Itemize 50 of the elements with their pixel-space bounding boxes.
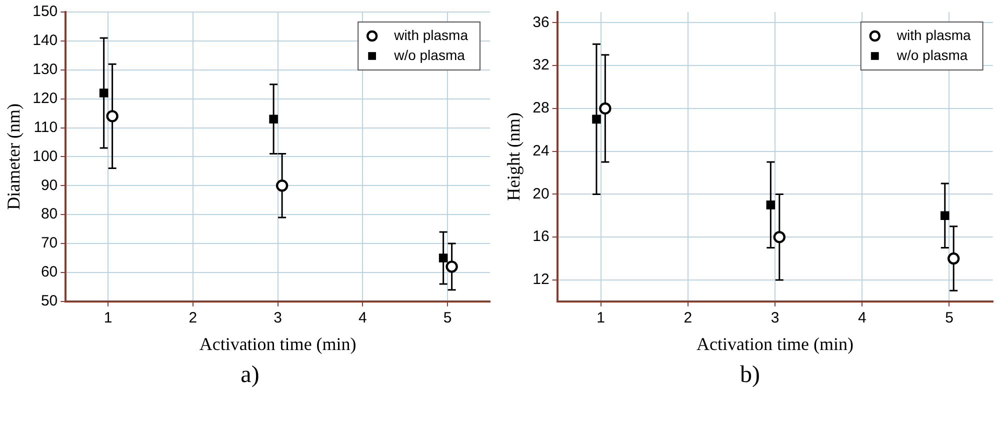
point: [948, 252, 960, 265]
x-tick-label: 3: [770, 310, 780, 327]
y-tick-label: 110: [34, 118, 58, 136]
y-tick-label: 60: [40, 264, 58, 281]
y-tick-label: 12: [532, 271, 550, 288]
y-tick-label: 140: [32, 32, 58, 50]
y-tick-label: 20: [532, 185, 550, 202]
x-tick-label: 1: [104, 310, 112, 327]
y-tick-label: 36: [532, 14, 550, 31]
text: b): [739, 362, 761, 389]
y-tick-label: 24: [532, 142, 550, 160]
point: [592, 114, 601, 124]
y-axis-title: Height (nm): [504, 112, 524, 201]
point: [940, 211, 950, 220]
y-tick-label: 28: [532, 100, 550, 117]
point: [269, 114, 278, 124]
x-axis-title: Activation time (min): [696, 334, 854, 354]
y-tick-label: 50: [40, 292, 58, 310]
y-tick-label: 130: [32, 61, 58, 78]
point: [438, 254, 448, 262]
x-tick-label: 2: [684, 310, 692, 327]
y-tick-label: 16: [532, 228, 550, 246]
point: [99, 88, 108, 98]
y-axis-title: Diameter (nm): [4, 103, 24, 210]
y-tick-label: 32: [532, 56, 550, 74]
y-tick-label: 90: [40, 176, 58, 194]
point: [276, 180, 288, 192]
y-tick-label: 100: [32, 148, 58, 165]
legend-label: w/o plasma: [393, 46, 466, 63]
x-tick-label: 2: [188, 310, 198, 327]
legend-label: with plasma: [896, 26, 972, 43]
x-tick-label: 1: [596, 310, 606, 327]
y-tick-label: 70: [40, 234, 58, 252]
point: [773, 230, 786, 244]
y-tick-label: 150: [32, 3, 58, 20]
y-tick-label: 120: [32, 90, 58, 107]
legend-label: with plasma: [393, 26, 468, 43]
legend-label: w/o plasma: [896, 46, 968, 63]
x-tick-label: 4: [358, 310, 367, 327]
x-tick-label: 4: [858, 310, 866, 327]
point: [446, 260, 458, 273]
x-tick-label: 5: [945, 310, 954, 327]
point: [106, 110, 118, 122]
y-tick-label: 80: [40, 206, 58, 223]
point: [599, 102, 612, 115]
text: a): [240, 362, 260, 389]
x-axis-title: Activation time (min): [199, 334, 356, 354]
point: [766, 200, 776, 210]
x-tick-label: 3: [274, 310, 282, 327]
x-tick-label: 5: [443, 310, 452, 327]
